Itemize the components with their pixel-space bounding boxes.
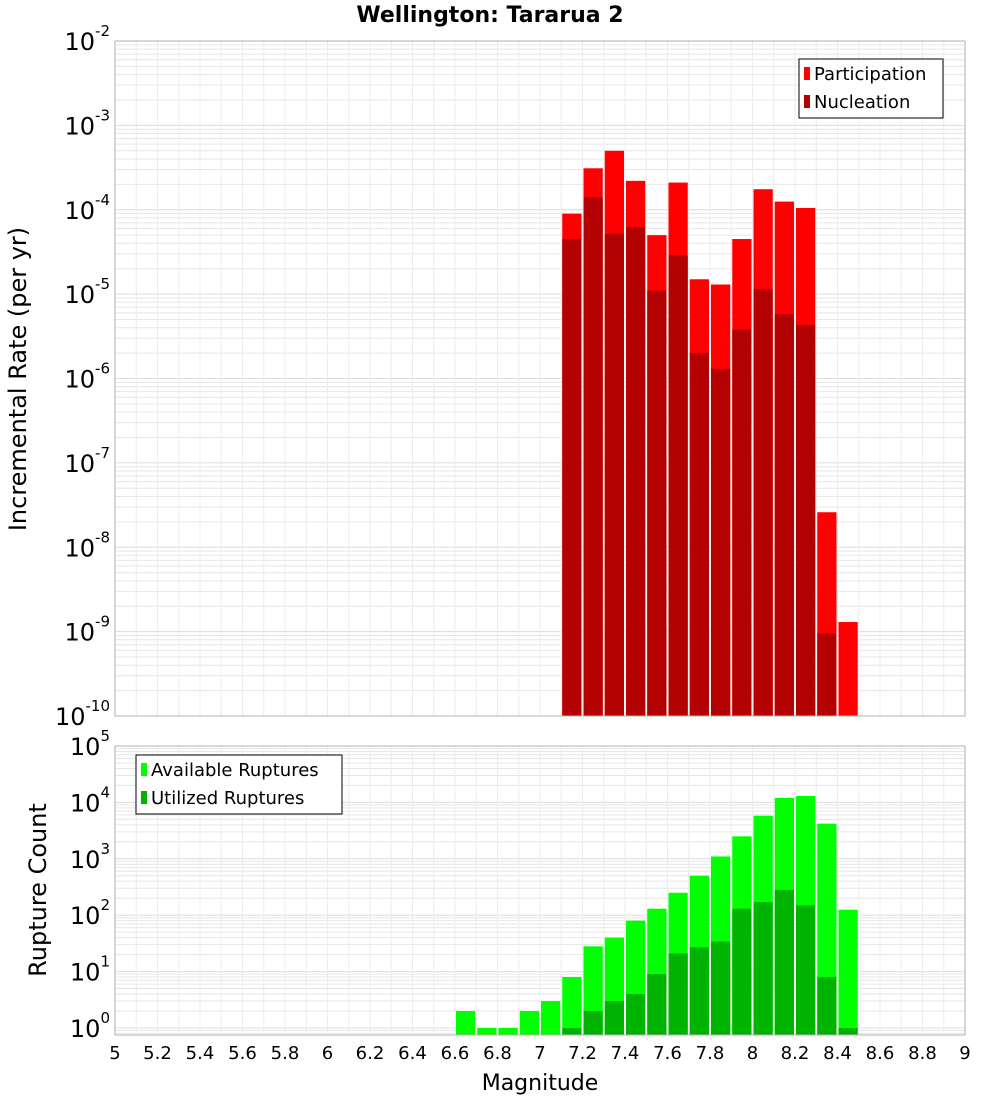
y-tick-label: 10-10 xyxy=(55,697,110,731)
x-tick-label: 5.2 xyxy=(143,1043,172,1064)
bar-utilized-ruptures xyxy=(604,1001,624,1035)
count-y-axis-label: Rupture Count xyxy=(24,803,52,977)
bar-utilized-ruptures xyxy=(689,947,709,1035)
bar-nucleation xyxy=(774,314,794,716)
x-tick-label: 6.2 xyxy=(356,1043,385,1064)
x-tick-label: 6 xyxy=(322,1043,333,1064)
bar-utilized-ruptures xyxy=(817,977,837,1035)
count-y-ticks: 100 101 102 103 104 105 xyxy=(70,727,110,1043)
rate-y-axis-label: Incremental Rate (per yr) xyxy=(4,227,32,531)
bar-nucleation xyxy=(711,368,731,716)
rate-legend-box xyxy=(798,58,944,119)
bar-nucleation xyxy=(689,353,709,716)
bar-available-ruptures xyxy=(456,1010,476,1035)
bar-available-ruptures xyxy=(541,1001,561,1035)
bar-available-ruptures xyxy=(477,1027,497,1035)
x-tick-label: 8 xyxy=(747,1043,758,1064)
x-tick-label: 5.8 xyxy=(271,1043,300,1064)
y-tick-label: 104 xyxy=(70,783,110,817)
x-tick-label: 7.8 xyxy=(696,1043,725,1064)
bar-available-ruptures xyxy=(838,909,858,1035)
rate-panel: 10-10 10-9 10-8 10-7 10-6 10-5 10-4 10-3 10-2 In… xyxy=(4,22,966,731)
legend-label-nucleation: Nucleation xyxy=(814,92,910,113)
y-tick-label: 10-5 xyxy=(64,275,110,309)
bar-nucleation xyxy=(583,197,603,717)
bar-nucleation xyxy=(626,227,646,716)
x-tick-label: 8.8 xyxy=(908,1043,937,1064)
x-tick-label: 5.6 xyxy=(228,1043,257,1064)
bar-utilized-ruptures xyxy=(668,953,688,1035)
y-tick-label: 10-9 xyxy=(64,613,110,647)
count-panel: 100 101 102 103 104 105 Rupture Count Availab… xyxy=(24,727,966,1043)
rate-grid xyxy=(114,40,966,717)
y-tick-label: 10-3 xyxy=(64,106,110,140)
x-tick-label: 5 xyxy=(109,1043,120,1064)
bar-utilized-ruptures xyxy=(774,889,794,1035)
y-tick-label: 10-4 xyxy=(64,191,110,225)
bar-utilized-ruptures xyxy=(796,905,816,1035)
legend-swatch-utilized xyxy=(141,791,147,804)
count-legend-box xyxy=(135,754,343,815)
y-tick-label: 10-8 xyxy=(64,528,110,562)
x-tick-label: 7.4 xyxy=(611,1043,640,1064)
count-plot-frame xyxy=(114,745,966,1036)
x-tick-label: 6.4 xyxy=(398,1043,427,1064)
rate-y-ticks: 10-10 10-9 10-8 10-7 10-6 10-5 10-4 10-3 10-2 xyxy=(55,22,110,731)
bar-utilized-ruptures xyxy=(647,974,667,1035)
bar-utilized-ruptures xyxy=(626,994,646,1035)
legend-label-participation: Participation xyxy=(814,64,926,85)
x-tick-label: 5.4 xyxy=(186,1043,215,1064)
bar-participation xyxy=(838,622,858,716)
x-tick-label: 9 xyxy=(959,1043,970,1064)
bar-utilized-ruptures xyxy=(583,1010,603,1035)
y-tick-label: 101 xyxy=(70,953,110,987)
legend-label-utilized: Utilized Ruptures xyxy=(151,788,304,809)
y-tick-label: 105 xyxy=(70,727,110,761)
x-axis-label: Magnitude xyxy=(482,1071,599,1096)
x-tick-label: 6.6 xyxy=(441,1043,470,1064)
y-tick-label: 10-6 xyxy=(64,360,110,394)
x-tick-label: 8.2 xyxy=(781,1043,810,1064)
legend-label-available: Available Ruptures xyxy=(151,760,319,781)
y-tick-label: 103 xyxy=(70,840,110,874)
x-tick-label: 8.6 xyxy=(866,1043,895,1064)
rate-legend: Participation Nucleation xyxy=(798,58,944,119)
bar-nucleation xyxy=(817,633,837,716)
x-tick-label: 6.8 xyxy=(483,1043,512,1064)
bar-available-ruptures xyxy=(519,1010,539,1035)
rate-plot-frame xyxy=(114,40,966,717)
bar-nucleation xyxy=(647,290,667,716)
bar-nucleation xyxy=(732,329,752,716)
x-tick-label: 8.4 xyxy=(823,1043,852,1064)
legend-swatch-available xyxy=(141,763,147,776)
y-tick-label: 10-7 xyxy=(64,444,110,478)
bar-utilized-ruptures xyxy=(732,908,752,1035)
y-tick-label: 100 xyxy=(70,1009,110,1043)
x-tick-label: 7.6 xyxy=(653,1043,682,1064)
bar-nucleation xyxy=(668,255,688,716)
bar-nucleation xyxy=(562,239,582,716)
y-tick-label: 10-2 xyxy=(64,22,110,56)
bar-nucleation xyxy=(753,289,773,716)
bar-utilized-ruptures xyxy=(838,1027,858,1035)
bar-utilized-ruptures xyxy=(562,1027,582,1035)
chart-title: Wellington: Tararua 2 xyxy=(356,3,623,28)
bar-available-ruptures xyxy=(562,977,582,1035)
x-tick-label: 7.2 xyxy=(568,1043,597,1064)
bar-available-ruptures xyxy=(498,1027,518,1035)
bar-utilized-ruptures xyxy=(711,941,731,1035)
x-axis-ticks: 5 5.2 5.4 5.6 5.8 6 6.2 6.4 6.6 6.8 7 7.2 7.4 7.6 7.8 8… xyxy=(109,1043,970,1064)
count-legend: Available Ruptures Utilized Ruptures xyxy=(135,754,343,815)
y-tick-label: 102 xyxy=(70,896,110,930)
utilized-ruptures-bars xyxy=(562,889,858,1035)
legend-swatch-participation xyxy=(804,67,810,80)
bar-nucleation xyxy=(796,325,816,716)
bar-utilized-ruptures xyxy=(753,902,773,1035)
x-tick-label: 7 xyxy=(534,1043,545,1064)
nucleation-bars xyxy=(562,197,837,717)
legend-swatch-nucleation xyxy=(804,95,810,108)
bar-nucleation xyxy=(604,233,624,716)
